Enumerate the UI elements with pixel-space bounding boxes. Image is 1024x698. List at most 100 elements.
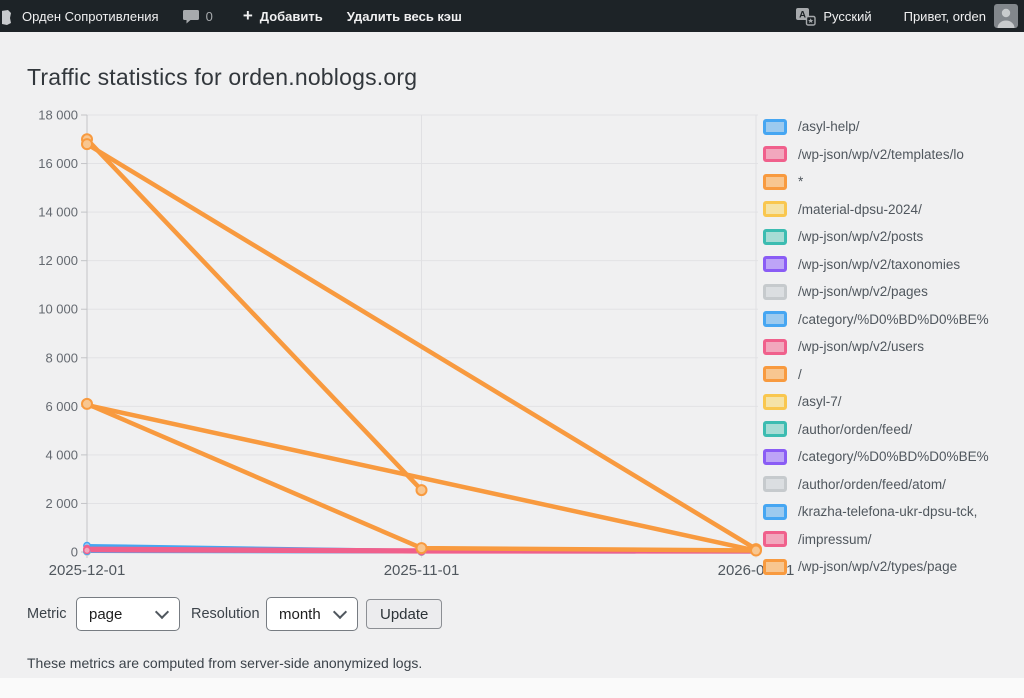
avatar <box>994 4 1018 28</box>
account-menu[interactable]: Привет, orden <box>895 0 1024 32</box>
legend-swatch <box>763 283 787 300</box>
data-point <box>750 544 762 557</box>
legend-swatch <box>763 311 787 328</box>
legend-item[interactable]: /wp-json/wp/v2/templates/lo <box>763 141 1021 169</box>
legend-item[interactable]: /wp-json/wp/v2/users <box>763 333 1021 361</box>
legend-swatch <box>763 558 787 575</box>
legend-swatch <box>763 201 787 218</box>
data-point <box>81 138 93 151</box>
svg-text:A: A <box>799 9 806 20</box>
legend-swatch <box>763 146 787 163</box>
legend-item[interactable]: /impressum/ <box>763 526 1021 554</box>
legend-swatch <box>763 338 787 355</box>
metric-select[interactable]: page <box>76 597 180 631</box>
controls-bar: Metric page Resolution month Update <box>0 596 1024 636</box>
legend-item[interactable]: * <box>763 168 1021 196</box>
chevron-down-icon <box>154 604 170 620</box>
legend-label: /asyl-help/ <box>798 119 860 135</box>
y-axis-tick-label: 6 000 <box>45 399 78 414</box>
legend-swatch <box>763 421 787 438</box>
legend-item[interactable]: /asyl-help/ <box>763 113 1021 141</box>
comments-bubble-icon <box>182 9 200 24</box>
language-menu[interactable]: A Русский <box>786 0 880 32</box>
page-bottom-strip <box>0 678 1024 698</box>
data-point <box>81 397 93 410</box>
legend-label: /krazha-telefona-ukr-dpsu-tck, <box>798 504 978 520</box>
legend-label: /material-dpsu-2024/ <box>798 201 922 217</box>
legend-swatch <box>763 393 787 410</box>
legend-label: /author/orden/feed/atom/ <box>798 476 946 492</box>
y-axis-tick-label: 2 000 <box>45 496 78 511</box>
footnote: These metrics are computed from server-s… <box>27 655 423 671</box>
legend-swatch <box>763 228 787 245</box>
update-button[interactable]: Update <box>366 599 443 629</box>
chart-legend: /asyl-help/ /wp-json/wp/v2/templates/lo * /… <box>763 113 1021 581</box>
legend-item[interactable]: /wp-json/wp/v2/taxonomies <box>763 251 1021 279</box>
legend-label: /category/%D0%BD%D0%BE% <box>798 449 989 465</box>
legend-item[interactable]: /category/%D0%BD%D0%BE% <box>763 306 1021 334</box>
y-axis-tick-label: 0 <box>71 545 78 560</box>
new-content-label: Добавить <box>259 8 323 24</box>
y-axis-tick-label: 8 000 <box>45 350 78 365</box>
legend-label: /category/%D0%BD%D0%BE% <box>798 311 989 327</box>
legend-item[interactable]: /wp-json/wp/v2/posts <box>763 223 1021 251</box>
legend-label: /wp-json/wp/v2/pages <box>798 284 928 300</box>
legend-label: /wp-json/wp/v2/posts <box>798 229 924 245</box>
y-axis-tick-label: 14 000 <box>38 205 78 220</box>
data-point <box>415 542 428 555</box>
legend-swatch <box>763 503 787 520</box>
y-axis-tick-label: 10 000 <box>38 302 78 317</box>
chart-line-orange <box>84 141 759 552</box>
legend-swatch <box>763 448 787 465</box>
legend-swatch <box>763 531 787 548</box>
y-axis-tick-label: 18 000 <box>38 108 78 123</box>
comments-count: 0 <box>205 8 213 24</box>
legend-item[interactable]: / <box>763 361 1021 389</box>
chart-line-orange <box>84 402 759 553</box>
y-axis-tick-label: 4 000 <box>45 447 78 462</box>
legend-item[interactable]: /author/orden/feed/atom/ <box>763 471 1021 499</box>
legend-swatch <box>763 256 787 273</box>
chart-line-orange <box>84 137 424 493</box>
resolution-select[interactable]: month <box>266 597 358 631</box>
legend-label: /wp-json/wp/v2/templates/lo <box>798 146 964 162</box>
legend-swatch <box>763 118 787 135</box>
legend-item[interactable]: /wp-json/wp/v2/pages <box>763 278 1021 306</box>
new-content-menu[interactable]: + Добавить <box>234 0 332 32</box>
x-axis-label: 2025-11-01 <box>384 562 460 579</box>
legend-swatch <box>763 366 787 383</box>
translate-icon: A <box>795 7 817 26</box>
resolution-label: Resolution <box>191 606 260 622</box>
legend-item[interactable]: /wp-json/wp/v2/types/page <box>763 553 1021 581</box>
site-icon <box>2 5 16 27</box>
legend-item[interactable]: /author/orden/feed/ <box>763 416 1021 444</box>
site-menu[interactable]: Орден Сопротивления <box>0 0 168 32</box>
comments-menu[interactable]: 0 <box>174 0 222 32</box>
x-axis-label: 2025-12-01 <box>49 562 126 579</box>
y-axis-tick-label: 12 000 <box>38 253 78 268</box>
legend-label: /asyl-7/ <box>798 394 842 410</box>
metric-label: Metric <box>27 606 67 622</box>
legend-label: /author/orden/feed/ <box>798 421 913 437</box>
legend-item[interactable]: /asyl-7/ <box>763 388 1021 416</box>
clear-cache-menu[interactable]: Удалить весь кэш <box>338 0 471 32</box>
legend-label: /impressum/ <box>798 531 872 547</box>
metric-select-value: page <box>89 605 123 623</box>
legend-label: /wp-json/wp/v2/types/page <box>798 559 958 575</box>
data-point <box>415 484 428 497</box>
legend-item[interactable]: /category/%D0%BD%D0%BE% <box>763 443 1021 471</box>
chevron-down-icon <box>332 604 348 620</box>
resolution-select-value: month <box>279 605 321 623</box>
legend-item[interactable]: /krazha-telefona-ukr-dpsu-tck, <box>763 498 1021 526</box>
legend-label: /wp-json/wp/v2/taxonomies <box>798 256 961 272</box>
y-axis-tick-label: 16 000 <box>38 156 78 171</box>
legend-item[interactable]: /material-dpsu-2024/ <box>763 196 1021 224</box>
legend-swatch <box>763 476 787 493</box>
traffic-chart: 0 2 000 4 000 6 000 8 000 10 000 12 000 14 000 1… <box>38 108 794 580</box>
legend-label: / <box>798 366 802 382</box>
data-point <box>83 546 91 555</box>
legend-label: * <box>798 174 804 190</box>
clear-cache-label: Удалить весь кэш <box>346 8 462 24</box>
plus-icon: + <box>242 5 253 25</box>
language-label: Русский <box>823 8 872 24</box>
